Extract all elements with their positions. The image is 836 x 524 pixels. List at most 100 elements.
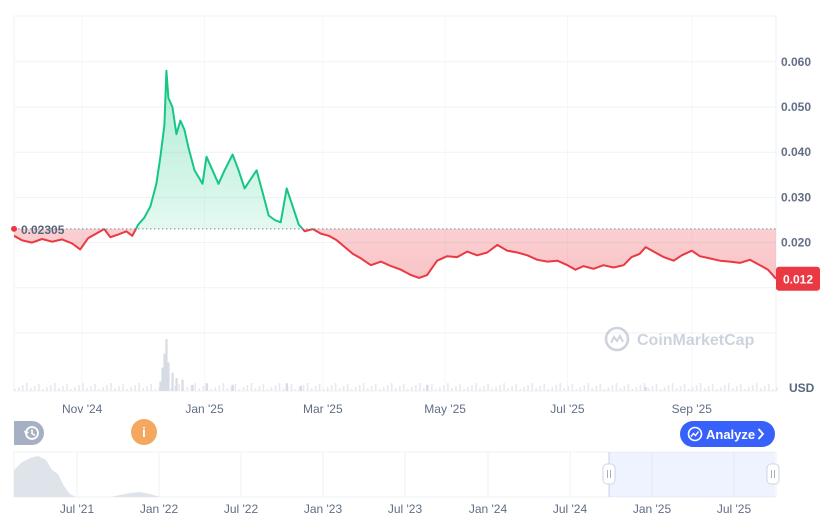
volume-bar-base-4 — [30, 388, 32, 391]
volume-bar-base-97 — [403, 384, 405, 391]
volume-bar-base-23 — [106, 385, 108, 391]
volume-bar-base-190 — [776, 387, 778, 391]
volume-bar-base-18 — [86, 388, 88, 391]
baseline-value-label: 0.02305 — [21, 223, 65, 237]
volume-bar-base-129 — [531, 383, 533, 391]
volume-bar-base-27 — [122, 384, 124, 391]
volume-bar-base-180 — [735, 386, 738, 391]
volume-bar-base-98 — [407, 389, 409, 391]
current-price-badge: 0.012 — [776, 266, 820, 291]
volume-bar-base-35 — [154, 389, 156, 391]
volume-bar-base-127 — [523, 387, 525, 391]
y-axis-ticks: 0.060 0.050 0.040 0.030 0.020 — [781, 55, 811, 250]
volume-bar-base-120 — [495, 387, 497, 391]
nav-tick-label-8: Jul '25 — [717, 502, 752, 516]
volume-bar-base-39 — [170, 388, 173, 391]
volume-bar-base-44 — [190, 385, 193, 391]
volume-bar-base-22 — [102, 387, 104, 391]
volume-bar-base-145 — [595, 386, 598, 391]
volume-bar-base-33 — [146, 386, 148, 391]
volume-bar-base-183 — [747, 387, 750, 391]
volume-bar-6 — [175, 378, 178, 391]
volume-bar-base-13 — [66, 384, 68, 391]
info-icon: i — [142, 424, 146, 440]
volume-bar-base-130 — [535, 388, 537, 391]
volume-bar-base-175 — [715, 389, 718, 391]
volume-bar-1 — [161, 367, 164, 391]
volume-bar-base-95 — [395, 388, 397, 391]
volume-bar-base-156 — [639, 385, 642, 391]
volume-bar-base-132 — [543, 384, 545, 391]
volume-bar-base-187 — [763, 386, 766, 391]
horizontal-gridlines — [14, 61, 776, 334]
volume-bar-base-24 — [110, 383, 112, 391]
navigator-left-handle[interactable] — [602, 463, 616, 485]
volume-bar-base-78 — [326, 387, 329, 391]
volume-bar-base-11 — [58, 388, 60, 391]
volume-bar-base-155 — [635, 387, 638, 391]
volume-bar-base-108 — [447, 383, 449, 391]
volume-bar-base-118 — [487, 384, 489, 391]
volume-bar-base-93 — [386, 385, 389, 391]
volume-bar-base-84 — [350, 389, 353, 391]
volume-bar-base-188 — [767, 384, 770, 391]
nav-tick-label-3: Jan '23 — [304, 502, 343, 516]
volume-bar-base-45 — [194, 383, 197, 391]
x-tick-label-2: Mar '25 — [303, 402, 343, 416]
volume-bar-base-66 — [278, 383, 281, 391]
volume-bar-base-163 — [667, 385, 670, 391]
volume-bar-base-0 — [14, 389, 16, 391]
volume-bar-base-117 — [483, 386, 485, 391]
volume-bar-base-54 — [230, 386, 233, 391]
area-above-baseline — [14, 70, 776, 229]
volume-bar-base-148 — [607, 387, 610, 391]
volume-bar-base-174 — [711, 384, 714, 391]
volume-bar-base-172 — [703, 388, 706, 391]
volume-bar-base-161 — [659, 389, 662, 391]
navigator-selected-range[interactable] — [609, 452, 775, 497]
volume-bar-base-102 — [423, 388, 425, 391]
volume-bar-base-177 — [723, 385, 726, 391]
volume-bar-base-137 — [563, 388, 566, 391]
range-navigator[interactable] — [13, 451, 780, 498]
volume-bar-base-121 — [499, 385, 501, 391]
volume-bar-base-142 — [583, 385, 586, 391]
volume-bar-base-10 — [54, 383, 56, 391]
volume-bar-base-115 — [475, 383, 477, 391]
volume-bar-base-7 — [42, 389, 44, 391]
volume-bar-base-160 — [655, 384, 658, 391]
y-tick-label-0: 0.060 — [781, 55, 811, 69]
info-button[interactable]: i — [131, 419, 157, 445]
volume-bar-base-124 — [511, 386, 513, 391]
volume-bar-base-162 — [663, 387, 666, 391]
area-below-baseline — [14, 228, 776, 279]
volume-bar-12 — [299, 385, 302, 391]
navigator-right-handle[interactable] — [766, 463, 780, 485]
volume-bar-base-166 — [679, 386, 682, 391]
history-button[interactable] — [14, 421, 44, 445]
volume-bar-base-96 — [399, 386, 401, 391]
volume-bar-base-92 — [382, 387, 385, 391]
volume-bar-base-158 — [647, 388, 650, 391]
nav-tick-label-2: Jul '22 — [224, 502, 259, 516]
volume-bar-base-1 — [18, 387, 20, 391]
volume-bar-2 — [163, 353, 166, 391]
volume-bar-base-179 — [731, 388, 734, 391]
volume-bar-base-138 — [567, 386, 570, 391]
volume-bar-base-165 — [675, 388, 678, 391]
volume-bar-base-61 — [258, 386, 261, 391]
volume-bar-base-184 — [751, 385, 754, 391]
volume-bar-base-146 — [599, 384, 602, 391]
volume-bar-base-6 — [38, 384, 40, 391]
volume-bar-base-72 — [302, 385, 305, 391]
volume-bar-base-76 — [318, 384, 321, 391]
volume-bar-base-87 — [362, 383, 365, 391]
volume-bar-base-47 — [202, 386, 205, 391]
price-line-below — [14, 228, 776, 280]
analyze-button[interactable]: Analyze — [680, 421, 775, 447]
volume-bar-base-119 — [491, 389, 493, 391]
volume-bar-9 — [205, 383, 208, 391]
volume-bar-base-79 — [330, 385, 333, 391]
volume-bar-base-14 — [70, 389, 72, 391]
volume-bar-base-152 — [623, 386, 626, 391]
